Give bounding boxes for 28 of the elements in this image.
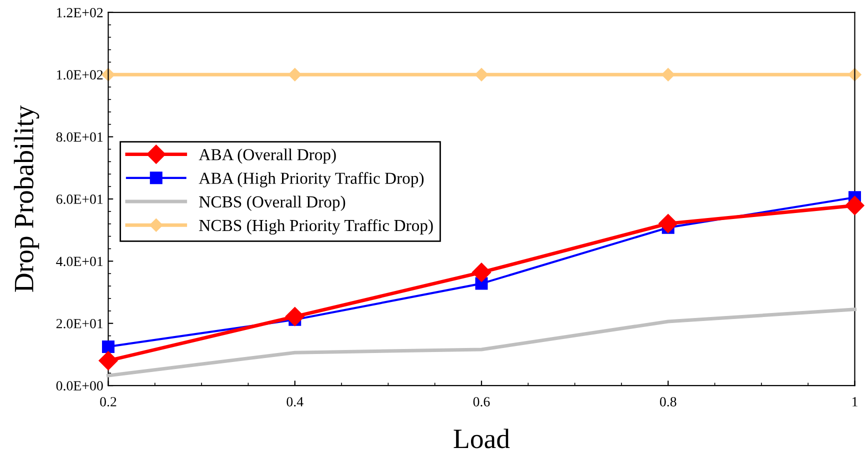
point	[845, 196, 864, 216]
y-tick-label: 0.0E+00	[56, 381, 103, 391]
point	[285, 306, 304, 326]
legend-label: ABA (High Priority Traffic Drop)	[198, 172, 424, 188]
x-tick-label: 0.6	[473, 397, 490, 407]
y-tick-label: 6.0E+01	[56, 194, 103, 204]
y-tick-label: 4.0E+01	[56, 256, 103, 266]
point	[102, 340, 114, 353]
x-tick-label: 0.2	[100, 397, 116, 407]
point	[472, 262, 492, 282]
point	[98, 351, 118, 370]
y-axis-title: Drop Probability	[14, 105, 40, 292]
y-tick-label: 1.2E+02	[57, 8, 103, 18]
point	[662, 68, 675, 82]
point	[658, 214, 678, 234]
legend-label: ABA (Overall Drop)	[198, 148, 336, 164]
legend-label: NCBS (High Priority Traffic Drop)	[199, 219, 433, 235]
legend-label: NCBS (Overall Drop)	[199, 196, 346, 211]
x-axis-title: Load	[454, 428, 510, 448]
y-tick-label: 1.0E+02	[57, 70, 103, 80]
x-tick-label: 1	[852, 397, 858, 406]
point	[288, 68, 302, 82]
x-tick-label: 0.4	[286, 397, 304, 407]
y-tick-label: 2.0E+01	[56, 318, 103, 328]
point	[474, 68, 488, 82]
y-tick-label: 8.0E+01	[56, 132, 103, 142]
x-tick-label: 0.8	[660, 397, 676, 407]
line-series	[106, 308, 856, 378]
